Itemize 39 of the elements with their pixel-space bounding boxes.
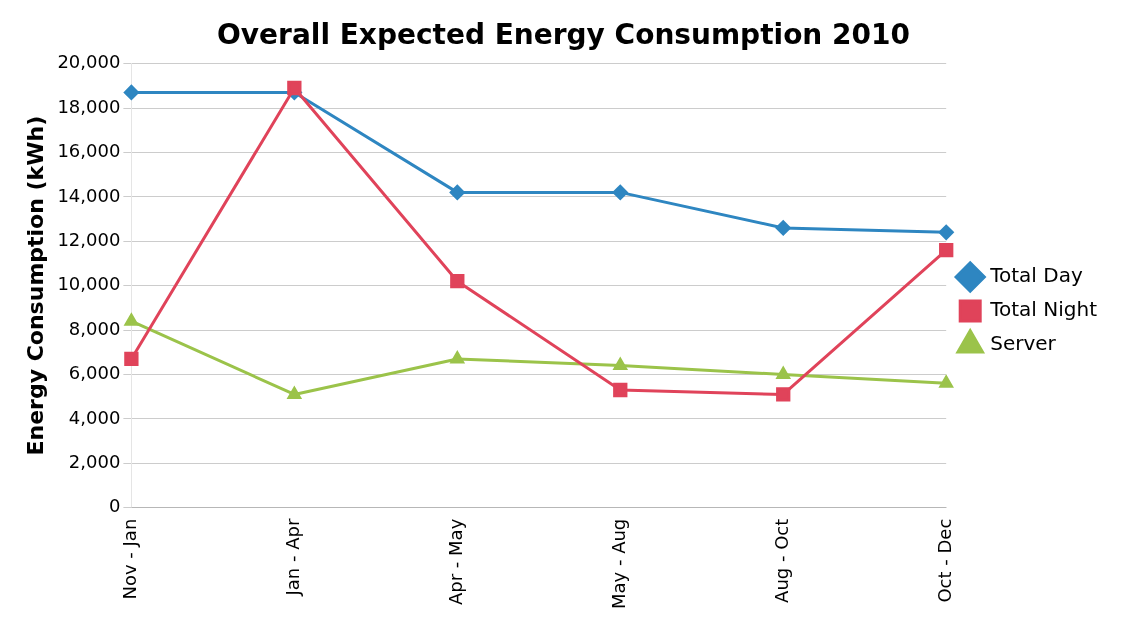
y-tick-label: 6,000 [68,362,121,384]
legend-label: Server [990,331,1057,356]
point [449,184,465,200]
y-tick-label: 10,000 [57,273,121,295]
y-tick-label: 16,000 [57,140,121,162]
point [613,382,628,398]
y-axis-title: Energy Consumption (kWh) [22,115,48,456]
legend-label: Total Night [989,297,1098,322]
x-tick-label: Nov - Jan [119,518,141,600]
x-tick-label: May - Aug [607,518,629,610]
y-tick-label: 0 [108,495,121,517]
point [776,387,791,402]
chart-title: Overall Expected Energy Consumption 2010 [217,18,910,52]
y-tick-label: 20,000 [57,51,121,73]
y-tick-label: 8,000 [68,317,121,339]
y-tick-label: 14,000 [57,184,121,206]
point [775,220,791,236]
y-tick-label: 12,000 [57,228,121,250]
point [939,242,954,258]
legend-label: Total Day [989,263,1083,288]
point [123,84,139,100]
point [450,351,465,364]
point [612,184,628,200]
point [124,351,139,367]
y-tick-label: 4,000 [68,406,121,428]
x-tick-label: Oct - Dec [933,518,955,603]
point [124,313,139,326]
point [613,358,627,371]
point [776,366,790,379]
y-tick-label: 2,000 [68,450,121,472]
x-tick-label: Jan - Apr [282,518,304,597]
point [287,80,302,96]
x-tick-label: Apr - May [444,518,466,605]
point [938,224,954,240]
point [287,386,302,399]
x-tick-label: Aug - Oct [770,518,792,603]
y-tick-label: 18,000 [57,95,121,117]
point [939,375,953,388]
point [450,274,465,289]
